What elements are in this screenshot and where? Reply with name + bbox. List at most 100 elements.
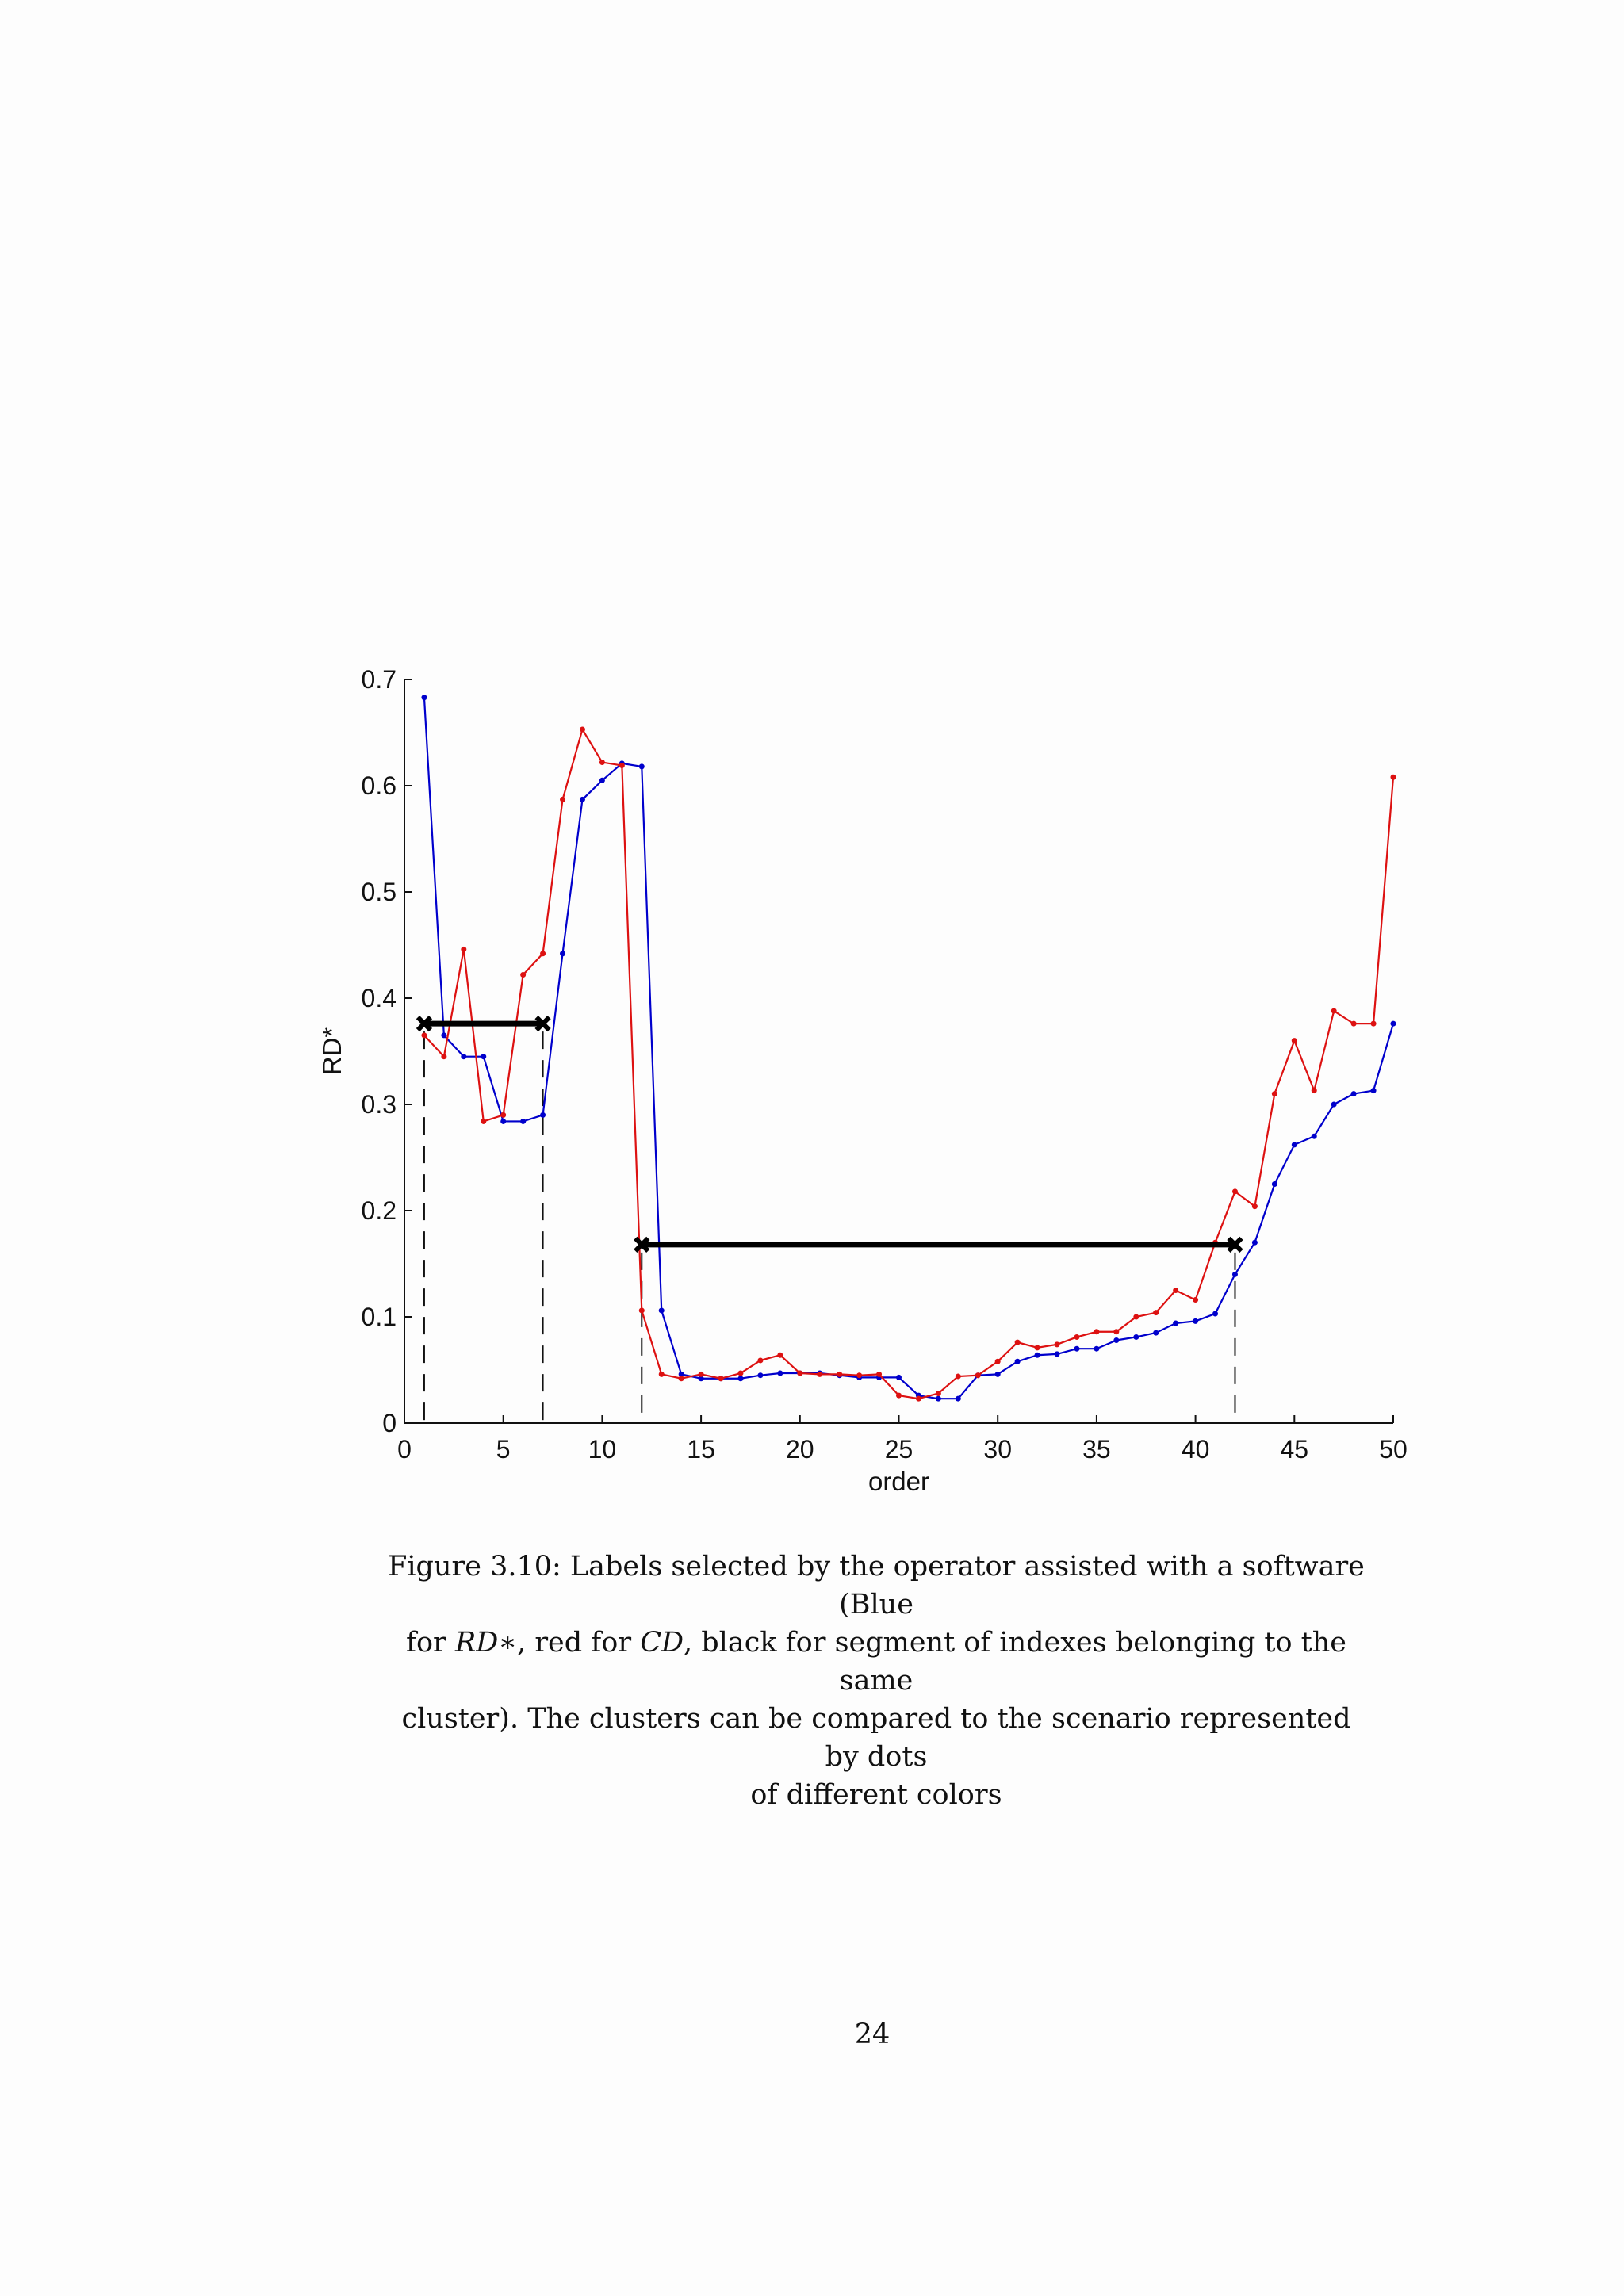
x-tick-label: 25 bbox=[885, 1435, 914, 1464]
data-point bbox=[876, 1371, 883, 1377]
caption-line-4: of different colors bbox=[750, 1779, 1002, 1811]
data-point bbox=[915, 1395, 921, 1402]
data-point bbox=[718, 1376, 724, 1382]
cluster-segments bbox=[416, 1016, 1243, 1253]
y-axis-label: RD* bbox=[317, 1027, 347, 1076]
x-tick-label: 0 bbox=[397, 1435, 412, 1464]
data-point bbox=[935, 1395, 941, 1402]
data-point bbox=[1291, 1142, 1297, 1148]
data-point bbox=[619, 763, 625, 769]
caption-line-3: cluster). The clusters can be compared t… bbox=[401, 1703, 1351, 1773]
data-point bbox=[520, 972, 527, 978]
data-point bbox=[500, 1118, 507, 1124]
data-point bbox=[658, 1307, 665, 1314]
data-point bbox=[1074, 1334, 1080, 1340]
data-point bbox=[1113, 1337, 1120, 1343]
data-point bbox=[1094, 1329, 1100, 1335]
data-point bbox=[481, 1054, 487, 1060]
data-point bbox=[1350, 1091, 1357, 1097]
caption-text: for bbox=[405, 1627, 455, 1659]
caption-line-1: Figure 3.10: Labels selected by the oper… bbox=[388, 1551, 1365, 1621]
cluster-boundary-dashes bbox=[423, 1031, 1236, 1423]
data-point bbox=[1311, 1088, 1317, 1094]
data-point bbox=[994, 1371, 1001, 1377]
data-point bbox=[757, 1372, 764, 1379]
y-tick-label: 0.1 bbox=[362, 1303, 396, 1331]
data-point bbox=[461, 1054, 467, 1060]
data-point bbox=[1054, 1341, 1060, 1348]
series-lines bbox=[421, 695, 1396, 1402]
data-point bbox=[1133, 1334, 1139, 1340]
x-tick-label: 40 bbox=[1182, 1435, 1210, 1464]
data-point bbox=[896, 1392, 902, 1399]
data-point bbox=[678, 1376, 684, 1382]
data-point bbox=[1271, 1091, 1277, 1097]
figure-caption: Figure 3.10: Labels selected by the oper… bbox=[381, 1548, 1372, 1814]
data-point bbox=[678, 1371, 684, 1377]
caption-math-cd: CD bbox=[640, 1627, 684, 1659]
data-point bbox=[1271, 1181, 1277, 1187]
chart-axes: 0 5 10 15 20 25 30 35 40 45 50 0 0.1 0.2 0.3 0.4 0.5 0.6 0… bbox=[362, 665, 1408, 1464]
data-point bbox=[658, 1371, 665, 1377]
data-point bbox=[837, 1371, 843, 1377]
data-point bbox=[520, 1118, 527, 1124]
data-point bbox=[1390, 1020, 1396, 1027]
data-point bbox=[955, 1373, 961, 1380]
figure-chart: 0 5 10 15 20 25 30 35 40 45 50 0 0.1 0.2 0.3 0.4 0.5 0.6 0… bbox=[317, 665, 1408, 1496]
series-line-0 bbox=[423, 697, 1395, 1400]
data-point bbox=[1113, 1329, 1120, 1335]
caption-text: , black for segment of indexes belonging… bbox=[684, 1627, 1346, 1697]
segment-endpoint-marker bbox=[634, 1236, 650, 1253]
data-point bbox=[935, 1390, 941, 1396]
data-point bbox=[1251, 1203, 1258, 1210]
data-point bbox=[579, 726, 585, 733]
data-point bbox=[1231, 1271, 1238, 1277]
y-tick-label: 0.3 bbox=[362, 1090, 396, 1119]
data-point bbox=[540, 1112, 546, 1118]
data-point bbox=[1193, 1318, 1199, 1324]
caption-line-2: for RD∗, red for CD, black for segment o… bbox=[381, 1624, 1372, 1700]
data-point bbox=[777, 1370, 783, 1376]
segment-endpoint-marker bbox=[534, 1016, 551, 1032]
data-point bbox=[421, 1032, 427, 1039]
data-point bbox=[817, 1371, 823, 1377]
x-tick-label: 20 bbox=[786, 1435, 814, 1464]
data-point bbox=[599, 760, 605, 766]
data-point bbox=[560, 951, 566, 957]
page-number: 24 bbox=[854, 2019, 891, 2050]
data-point bbox=[441, 1032, 447, 1039]
x-tick-label: 5 bbox=[496, 1435, 511, 1464]
data-point bbox=[500, 1112, 507, 1118]
y-tick-label: 0.7 bbox=[362, 665, 396, 694]
data-point bbox=[1212, 1311, 1219, 1317]
data-point bbox=[540, 951, 546, 957]
data-point bbox=[856, 1372, 863, 1379]
segment-endpoint-marker bbox=[416, 1016, 433, 1032]
data-point bbox=[1014, 1358, 1021, 1364]
data-point bbox=[1291, 1038, 1297, 1044]
data-point bbox=[1133, 1314, 1139, 1320]
data-point bbox=[698, 1371, 704, 1377]
data-point bbox=[757, 1357, 764, 1364]
data-point bbox=[955, 1395, 961, 1402]
caption-text: , red for bbox=[517, 1627, 641, 1659]
data-point bbox=[1094, 1345, 1100, 1352]
data-point bbox=[1350, 1020, 1357, 1027]
x-tick-label: 45 bbox=[1281, 1435, 1309, 1464]
y-tick-label: 0.2 bbox=[362, 1196, 396, 1225]
data-point bbox=[1251, 1239, 1258, 1246]
caption-math-rd: RD∗ bbox=[454, 1627, 518, 1659]
y-tick-label: 0.4 bbox=[362, 984, 396, 1012]
data-point bbox=[1074, 1345, 1080, 1352]
x-tick-label: 10 bbox=[588, 1435, 617, 1464]
data-point bbox=[421, 695, 427, 701]
data-point bbox=[896, 1374, 902, 1380]
data-point bbox=[1390, 774, 1396, 780]
y-tick-label: 0.6 bbox=[362, 771, 396, 800]
series-line-1 bbox=[423, 727, 1395, 1400]
data-point bbox=[638, 763, 645, 770]
data-point bbox=[975, 1372, 981, 1379]
data-point bbox=[777, 1352, 783, 1358]
data-point bbox=[1311, 1133, 1317, 1139]
x-tick-label: 35 bbox=[1082, 1435, 1111, 1464]
